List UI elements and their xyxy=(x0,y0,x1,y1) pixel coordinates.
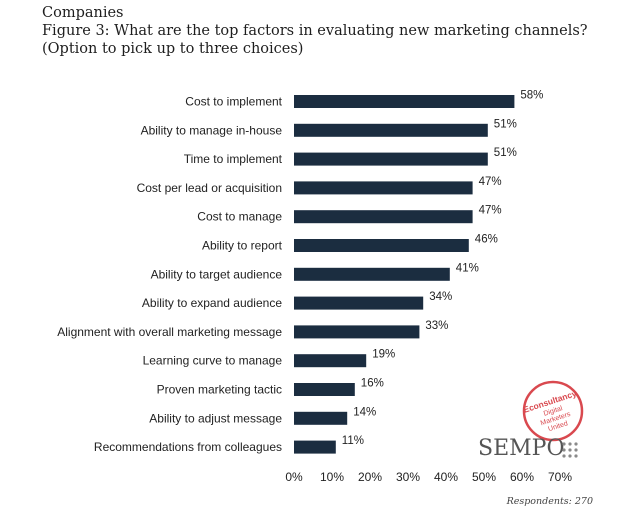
category-label: Ability to expand audience xyxy=(142,296,282,310)
value-label: 34% xyxy=(429,291,452,303)
category-label: Ability to target audience xyxy=(151,267,283,281)
badge-ring xyxy=(522,380,584,442)
bar xyxy=(294,95,515,108)
category-label: Cost to manage xyxy=(197,210,282,224)
bar xyxy=(294,152,488,166)
section-label: Companies xyxy=(42,5,124,21)
category-label: Cost to implement xyxy=(185,95,282,109)
value-label: 19% xyxy=(372,349,395,361)
figure-title: Figure 3: What are the top factors in ev… xyxy=(42,23,588,39)
x-tick-label: 10% xyxy=(320,470,344,484)
x-tick-label: 70% xyxy=(548,470,572,484)
category-label: Learning curve to manage xyxy=(143,354,283,368)
value-label: 11% xyxy=(342,435,364,447)
category-label: Ability to manage in-house xyxy=(141,123,283,137)
econsultancy-badge: Econsultancy Digital Marketers United xyxy=(520,378,586,449)
bar xyxy=(294,411,348,425)
value-label: 47% xyxy=(479,205,502,217)
bar xyxy=(294,440,336,454)
value-label: 51% xyxy=(494,118,517,130)
category-label: Recommendations from colleagues xyxy=(94,440,282,454)
bar xyxy=(294,325,420,339)
bar xyxy=(294,267,450,281)
value-label: 47% xyxy=(479,176,502,188)
respondents-note: Respondents: 270 xyxy=(506,496,593,507)
category-label: Ability to report xyxy=(202,239,283,253)
x-tick-label: 50% xyxy=(472,470,496,484)
value-label: 58% xyxy=(520,90,543,102)
value-label: 33% xyxy=(425,320,448,332)
sempo-logo: SEMPO xyxy=(478,436,565,461)
bar xyxy=(294,354,367,368)
x-tick-label: 20% xyxy=(358,470,382,484)
sempo-dots-icon xyxy=(561,441,581,466)
category-label: Proven marketing tactic xyxy=(157,383,282,397)
bar xyxy=(294,181,473,195)
category-label: Alignment with overall marketing message xyxy=(57,325,282,339)
category-label: Ability to adjust message xyxy=(149,411,282,425)
x-tick-label: 30% xyxy=(396,470,420,484)
category-label: Time to implement xyxy=(184,152,283,166)
figure-subtitle: (Option to pick up to three choices) xyxy=(42,41,304,57)
value-label: 46% xyxy=(475,234,498,246)
value-label: 51% xyxy=(494,147,517,159)
value-label: 41% xyxy=(456,262,479,274)
bar xyxy=(294,296,424,310)
bar xyxy=(294,210,473,224)
bar xyxy=(294,383,355,396)
x-tick-label: 60% xyxy=(510,470,534,484)
category-label: Cost per lead or acquisition xyxy=(137,181,282,195)
value-label: 16% xyxy=(361,378,384,390)
value-label: 14% xyxy=(353,406,376,418)
bar xyxy=(294,123,488,137)
x-tick-label: 40% xyxy=(434,470,458,484)
x-tick-label: 0% xyxy=(285,470,303,484)
bar xyxy=(294,239,469,252)
